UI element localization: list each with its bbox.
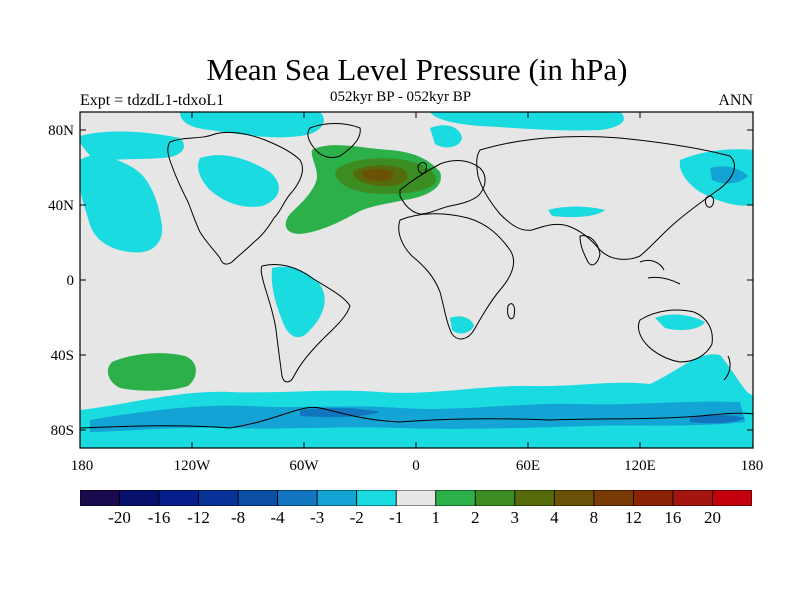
colorbar-label: 12 bbox=[624, 508, 642, 527]
colorbar-swatch bbox=[435, 490, 476, 506]
north-america-coast bbox=[167, 131, 303, 265]
colorbar-label: 4 bbox=[550, 508, 559, 527]
canada-negative bbox=[198, 155, 279, 207]
season-label: ANN bbox=[718, 92, 753, 109]
colorbar-label: 8 bbox=[589, 508, 599, 527]
colorbar-swatch bbox=[514, 490, 555, 506]
colorbar-label: -4 bbox=[270, 508, 285, 527]
y-tick-label: 80N bbox=[48, 123, 74, 139]
new-zealand-coast bbox=[723, 355, 731, 381]
australia-coast bbox=[637, 309, 713, 363]
central-asia-negative bbox=[548, 206, 605, 218]
india-coast bbox=[579, 235, 601, 266]
colorbar-swatch bbox=[672, 490, 713, 506]
east-asia-negative-core bbox=[710, 166, 748, 184]
colorbar-label: 1 bbox=[431, 508, 441, 527]
colorbar-label: -8 bbox=[231, 508, 246, 527]
arctic-negative bbox=[180, 112, 324, 138]
colorbar-label: -16 bbox=[147, 508, 171, 527]
axis-ticks bbox=[80, 112, 753, 448]
europe-coast bbox=[399, 160, 486, 215]
colorbar-swatch bbox=[316, 490, 358, 506]
map-title: Mean Sea Level Pressure (in hPa) bbox=[206, 52, 628, 87]
x-tick-label: 180 bbox=[70, 458, 94, 474]
colorbar-swatch bbox=[158, 490, 199, 506]
colorbar-swatch bbox=[80, 490, 120, 506]
colorbar-swatch bbox=[633, 490, 674, 506]
north-atlantic-positive-core bbox=[362, 169, 394, 182]
antarctic-negative-core bbox=[90, 401, 745, 432]
colorbar-label: 16 bbox=[664, 508, 682, 527]
x-tick-label: 180 bbox=[740, 458, 764, 474]
colorbar-swatch bbox=[237, 490, 279, 506]
colorbar-swatch bbox=[593, 490, 634, 506]
colorbar-label: 2 bbox=[471, 508, 480, 527]
colorbar-label: -12 bbox=[187, 508, 210, 527]
antarctica-coast bbox=[79, 406, 754, 429]
north-pacific-negative bbox=[80, 155, 163, 253]
contour-fields bbox=[80, 112, 753, 448]
colorbar-swatch bbox=[356, 490, 397, 506]
south-america-coast bbox=[260, 264, 351, 383]
y-tick-label: 0 bbox=[66, 273, 75, 289]
north-atlantic-negative bbox=[430, 125, 462, 148]
x-tick-label: 120W bbox=[173, 458, 211, 474]
colorbar-swatch bbox=[119, 490, 160, 506]
colorbar-swatch bbox=[712, 490, 752, 506]
y-tick-label: 40N bbox=[48, 198, 74, 214]
antarctic-negative-inner-2 bbox=[690, 415, 745, 424]
maritime-islands-coast bbox=[639, 259, 681, 285]
indian-ocean-south-negative bbox=[560, 386, 650, 399]
x-tick-label: 60E bbox=[515, 458, 541, 474]
uk-coast bbox=[417, 162, 427, 174]
colorbar-label: -2 bbox=[349, 508, 364, 527]
arctic-east-negative bbox=[430, 112, 624, 131]
y-tick-label: 40S bbox=[50, 348, 74, 364]
colorbar-swatch bbox=[198, 490, 239, 506]
colorbar-label: -3 bbox=[310, 508, 325, 527]
colorbar bbox=[80, 490, 752, 506]
australia-negative bbox=[655, 314, 705, 330]
y-tick-label: 80S bbox=[50, 423, 74, 439]
colorbar-label: 20 bbox=[704, 508, 721, 527]
x-tick-label: 120E bbox=[624, 458, 656, 474]
colorbar-swatch bbox=[474, 490, 516, 506]
south-pacific-positive bbox=[107, 353, 196, 391]
x-tick-label: 0 bbox=[412, 458, 420, 474]
colorbar-swatch bbox=[553, 490, 595, 506]
colorbar-swatch bbox=[277, 490, 318, 506]
period-label: 052kyr BP - 052kyr BP bbox=[330, 89, 472, 105]
experiment-label: Expt = tdzdL1-tdxoL1 bbox=[80, 92, 225, 109]
colorbar-label: -1 bbox=[389, 508, 404, 527]
alaska-negative bbox=[80, 131, 184, 162]
coastlines bbox=[79, 123, 754, 429]
colorbar-label: -20 bbox=[108, 508, 131, 527]
south-africa-negative bbox=[450, 316, 474, 334]
japan-coast bbox=[705, 195, 715, 208]
madagascar-coast bbox=[507, 303, 515, 320]
greenland-coast bbox=[307, 123, 361, 159]
south-america-negative bbox=[271, 266, 325, 338]
colorbar-swatch bbox=[395, 490, 437, 506]
africa-coast bbox=[398, 213, 515, 340]
colorbar-label: 3 bbox=[510, 508, 520, 527]
asia-coast bbox=[476, 136, 735, 260]
x-tick-label: 60W bbox=[289, 458, 319, 474]
